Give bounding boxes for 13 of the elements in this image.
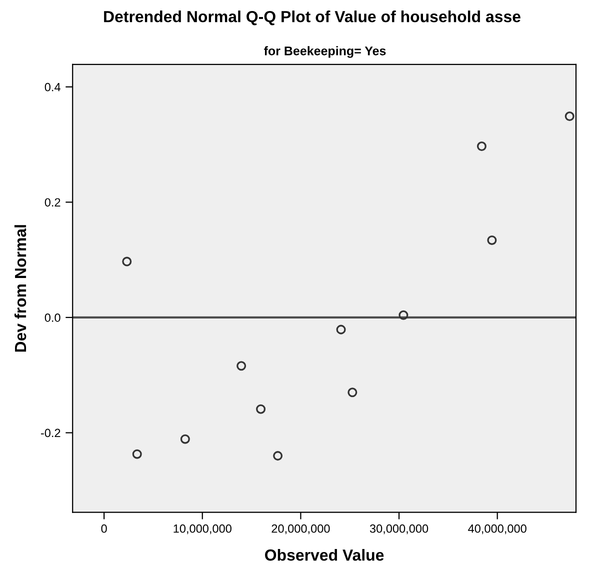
chart-subtitle: for Beekeeping= Yes [264,46,386,58]
y-tick-label: 0.4 [44,82,60,92]
chart-title: Detrended Normal Q-Q Plot of Value of household asse [104,10,520,26]
x-tick-label: 30,000,000 [370,524,428,534]
x-tick-label: 10,000,000 [174,524,232,534]
x-axis-title: Observed Value [265,549,384,561]
x-tick-label: 0 [101,524,107,533]
y-tick-label: -0.2 [40,428,60,438]
x-tick-label: 40,000,000 [468,524,526,534]
y-tick-label: 0.0 [44,313,60,322]
y-axis-title: Dev from Normal [14,225,26,352]
y-tick-label: 0.2 [44,198,60,207]
x-tick-label: 20,000,000 [272,524,330,534]
